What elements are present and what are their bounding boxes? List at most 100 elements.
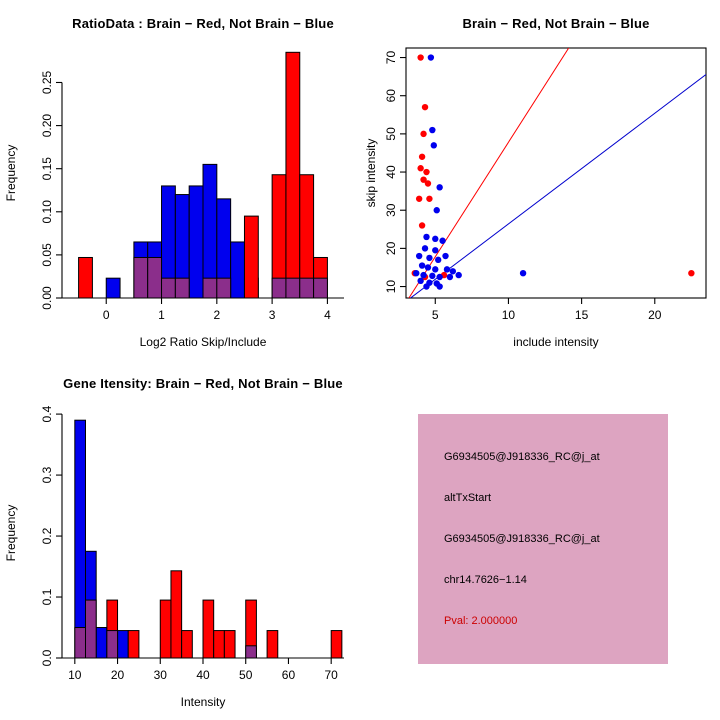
info-line: Pval: 2.000000 — [444, 614, 518, 627]
data-point — [429, 126, 436, 134]
bars-overlap-purple — [133, 256, 328, 299]
data-point — [432, 266, 439, 273]
x-tick-label: 40 — [196, 668, 210, 682]
not-brain-fit-line — [409, 73, 706, 298]
y-axis-title: skip intensity — [364, 139, 378, 208]
data-point — [417, 165, 424, 172]
panel-gene-info: G6934505@J918336_RC@j_at altTxStart G69345… — [360, 360, 720, 720]
data-point — [442, 252, 449, 260]
ratio-histogram-title: RatioData : Brain − Red, Not Brain − Blu… — [72, 16, 334, 31]
y-tick-label: 60 — [384, 89, 398, 103]
y-tick-label: 0.00 — [40, 286, 54, 310]
ratio-histogram-chart: 0 1 2 3 4 0.00 0.05 0.10 0.15 0.20 0.25 Log2 Ratio … — [4, 51, 344, 349]
x-tick-label: 30 — [154, 668, 168, 682]
data-point — [432, 247, 439, 254]
x-tick-label: 4 — [324, 308, 331, 322]
axes — [400, 47, 707, 304]
y-axis-title: Frequency — [4, 145, 18, 202]
data-point — [436, 273, 443, 281]
axis-labels: 10 20 30 40 50 60 70 0.0 0.1 0.2 0.3 0.4 Intensity Fr… — [4, 405, 338, 709]
data-point — [418, 222, 426, 229]
data-point — [429, 272, 436, 280]
hist-bar — [285, 277, 301, 299]
y-tick-label: 10 — [384, 280, 398, 294]
data-point — [418, 153, 426, 160]
data-point — [439, 237, 446, 244]
x-tick-label: 70 — [325, 668, 339, 682]
data-point — [420, 176, 427, 183]
brain-fit-line — [408, 48, 570, 298]
data-point — [415, 252, 423, 260]
data-point — [434, 256, 442, 264]
data-point — [433, 207, 440, 214]
y-tick-label: 0.10 — [40, 200, 54, 224]
info-line: G6934505@J918336_RC@j_at — [444, 450, 600, 463]
y-tick-label: 40 — [384, 165, 398, 179]
hist-bar — [78, 256, 93, 299]
y-tick-label: 70 — [384, 51, 398, 65]
gene-intensity-histogram-title: Gene Itensity: Brain − Red, Not Brain − … — [63, 376, 343, 391]
panel-gene-intensity-histogram: Gene Itensity: Brain − Red, Not Brain − … — [0, 360, 360, 720]
data-point — [424, 180, 432, 187]
hist-bar — [174, 277, 190, 299]
data-point — [432, 235, 439, 243]
data-point — [413, 269, 420, 277]
hist-bar — [266, 630, 279, 659]
hist-bar — [213, 630, 225, 659]
points-not-brain-blue — [413, 54, 527, 290]
x-tick-label: 50 — [239, 668, 253, 682]
x-tick-label: 5 — [432, 308, 439, 322]
hist-bar — [245, 645, 257, 659]
y-tick-label: 0.20 — [40, 114, 54, 138]
hist-bar — [74, 419, 87, 659]
data-point — [423, 283, 430, 290]
fit-lines — [408, 48, 706, 298]
y-tick-label: 20 — [384, 241, 398, 255]
x-tick-label: 15 — [575, 308, 589, 322]
x-tick-label: 2 — [213, 308, 220, 322]
data-point — [423, 168, 430, 176]
panel-intensity-scatter: Brain − Red, Not Brain − Blue 5 10 15 20 10 2… — [360, 0, 720, 360]
data-point — [427, 54, 435, 61]
hist-bar — [243, 215, 259, 299]
hist-bar — [133, 256, 149, 299]
panel-ratio-histogram: RatioData : Brain − Red, Not Brain − Blu… — [0, 0, 360, 360]
data-point — [420, 271, 427, 279]
hist-bar — [313, 277, 328, 299]
hist-bar — [202, 277, 218, 299]
y-axis-title: Frequency — [4, 505, 18, 562]
intensity-scatter-chart: 5 10 15 20 10 20 30 40 50 60 70 include intensity sk… — [364, 47, 707, 349]
axis-labels: 5 10 15 20 10 20 30 40 50 60 70 include intensity sk… — [364, 51, 662, 349]
hist-bar — [85, 599, 97, 659]
data-point — [443, 266, 451, 273]
hist-bar — [159, 599, 172, 659]
hist-bar — [271, 277, 287, 299]
data-point — [421, 103, 429, 111]
hist-bar — [299, 277, 315, 299]
info-line: chr14.7626−1.14 — [444, 573, 527, 586]
data-point — [417, 277, 424, 285]
y-tick-label: 50 — [384, 127, 398, 141]
x-tick-label: 10 — [502, 308, 516, 322]
hist-bar — [117, 630, 129, 659]
x-tick-label: 20 — [111, 668, 125, 682]
y-tick-label: 0.2 — [40, 527, 54, 544]
data-point — [446, 273, 454, 281]
data-point — [688, 269, 695, 277]
x-tick-label: 60 — [282, 668, 296, 682]
hist-bar — [202, 599, 215, 659]
info-line: altTxStart — [444, 491, 492, 504]
bars-overlap-purple — [74, 599, 257, 659]
x-tick-label: 0 — [103, 308, 110, 322]
bars-not-brain-blue — [74, 419, 129, 659]
hist-bar — [95, 627, 108, 659]
x-axis-title: Log2 Ratio Skip/Include — [140, 335, 267, 349]
x-tick-label: 20 — [648, 308, 662, 322]
data-point — [415, 195, 423, 202]
y-tick-label: 0.3 — [40, 466, 54, 483]
y-tick-label: 30 — [384, 203, 398, 217]
data-point — [418, 262, 426, 269]
y-tick-label: 0.25 — [40, 70, 54, 94]
x-axis-title: Intensity — [181, 695, 226, 709]
